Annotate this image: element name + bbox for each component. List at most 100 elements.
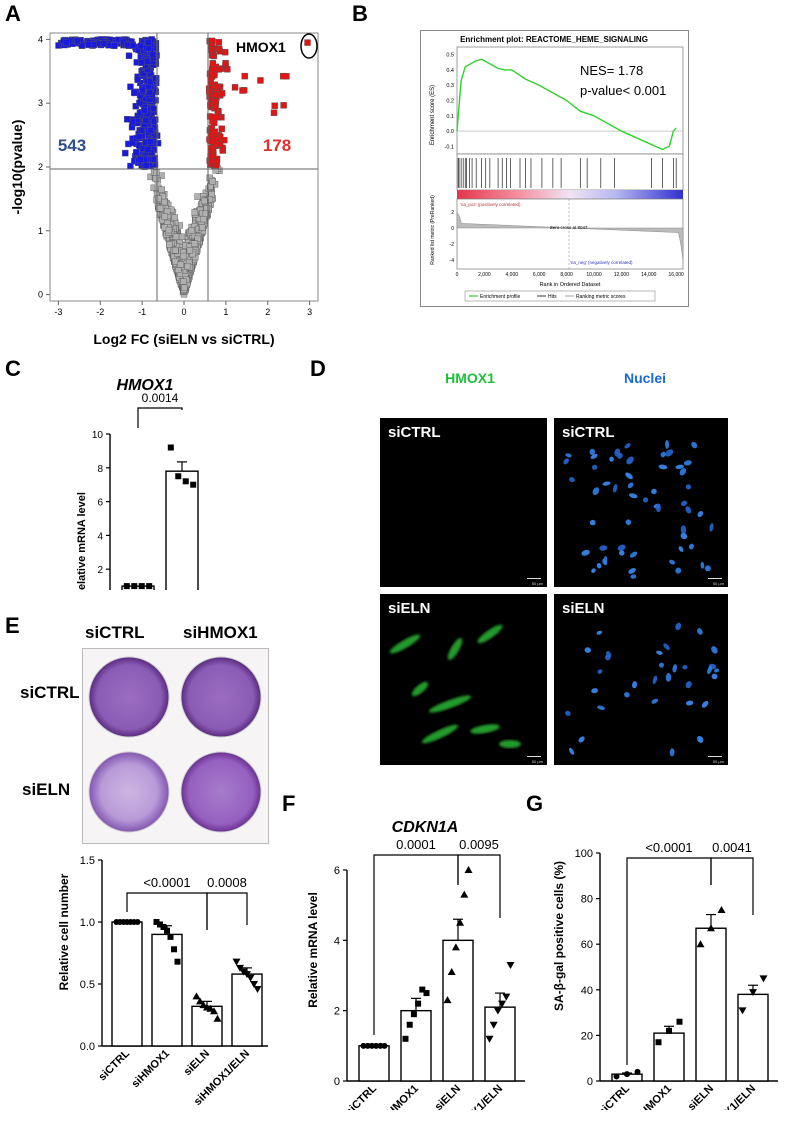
volcano-point <box>177 261 185 268</box>
y-tick-label: 10 <box>92 430 104 441</box>
volcano-point <box>136 99 143 107</box>
volcano-point <box>144 146 152 154</box>
volcano-point <box>137 156 144 163</box>
nucleus <box>672 664 677 673</box>
nucleus <box>642 497 649 503</box>
volcano-point <box>171 247 179 254</box>
data-point <box>443 996 452 1004</box>
nucleus <box>675 567 682 574</box>
volcano-point <box>135 133 143 140</box>
panel-d-label-r1c2: siCTRL <box>562 424 615 441</box>
volcano-xlabel: Log2 FC (siELN vs siCTRL) <box>93 331 274 347</box>
volcano-point <box>100 40 107 47</box>
bar <box>151 933 183 1047</box>
gsea-legend-hits: Hits <box>548 294 557 300</box>
nucleus <box>565 710 571 716</box>
data-point <box>157 921 163 928</box>
volcano-point <box>203 205 210 212</box>
volcano-ylabel: -log10(pvalue) <box>9 120 25 215</box>
p-value-label: 0.0014 <box>142 391 179 405</box>
volcano-point <box>146 89 154 96</box>
volcano-point <box>135 142 143 149</box>
nucleus <box>590 453 598 459</box>
volcano-ytick: 3 <box>38 98 43 108</box>
bar <box>400 1009 432 1082</box>
gsea-hits <box>457 158 677 188</box>
volcano-point <box>145 38 152 46</box>
significance-bracket <box>206 892 248 930</box>
p-value-label: 0.0041 <box>712 840 752 855</box>
volcano-point <box>123 41 131 49</box>
volcano-point <box>181 284 188 291</box>
nucleus <box>663 643 670 650</box>
data-point <box>246 974 255 982</box>
volcano-point <box>127 83 134 90</box>
nucleus <box>680 525 687 535</box>
nucleus <box>597 669 603 674</box>
volcano-point <box>138 126 145 134</box>
data-point <box>153 919 160 925</box>
data-point <box>213 1014 222 1022</box>
nucleus <box>589 519 596 526</box>
volcano-point <box>216 45 223 53</box>
nucleus <box>591 464 598 470</box>
nucleus <box>651 488 657 495</box>
volcano-point <box>241 72 248 80</box>
data-point <box>239 968 248 976</box>
data-point <box>717 906 726 913</box>
volcano-point <box>207 144 214 152</box>
volcano-point <box>186 247 194 254</box>
panel-g-chart: 020406080100siCTRLsiHMOX1siELNsiHMOX1/EL… <box>552 840 778 1110</box>
significance-bracket <box>137 407 183 428</box>
bar <box>231 973 263 1047</box>
panel-e-row2: siELN <box>22 780 71 799</box>
hmox1-cell <box>411 681 429 697</box>
bar <box>358 1045 390 1082</box>
panel-label-g: G <box>526 791 544 816</box>
significance-bracket <box>710 857 754 915</box>
panel-label-d: D <box>310 356 326 381</box>
bar <box>695 927 727 1082</box>
panel-g-bars: 020406080100siCTRLsiHMOX1siELNsiHMOX1/EL… <box>575 840 778 1110</box>
gsea-legend-profile: Enrichment profile <box>480 294 521 300</box>
volcano-point-hmox1 <box>304 39 311 46</box>
data-point <box>190 481 197 488</box>
bar <box>442 939 474 1082</box>
volcano-point <box>141 107 148 114</box>
nucleus <box>596 630 603 635</box>
volcano-point <box>200 215 207 223</box>
y-tick-label: 2 <box>334 1006 340 1018</box>
nucleus <box>691 441 698 449</box>
nucleus <box>675 622 682 631</box>
data-point <box>485 1035 494 1043</box>
nucleus <box>665 673 672 682</box>
p-value-label: <0.0001 <box>143 875 190 890</box>
data-point <box>749 989 757 997</box>
volcano-point <box>239 87 246 94</box>
y-tick-label: 4 <box>97 531 103 542</box>
data-point <box>250 981 258 988</box>
volcano-xtick: -2 <box>96 307 104 317</box>
panel-f-title: CDKN1A <box>392 819 459 836</box>
volcano-point <box>132 103 139 110</box>
category-label: siELN <box>182 1048 213 1079</box>
gsea-es-tick: 0.0 <box>446 129 454 135</box>
volcano-point <box>78 42 86 49</box>
panel-c-ylabel: Relative mRNA level <box>76 492 88 590</box>
nucleus <box>696 628 703 635</box>
volcano-point <box>145 45 152 52</box>
data-point <box>506 961 515 969</box>
gsea-es-tick: 0.3 <box>446 83 454 89</box>
data-point <box>655 1039 662 1046</box>
gsea-ylabel-bottom: Ranked list metric (PreRanked) <box>430 195 436 265</box>
nucleus <box>603 555 608 565</box>
data-point <box>447 967 456 975</box>
volcano-plot: -3 -2 -1 0 1 2 3 0 1 2 3 4 -log10(pvalue) Log2 FC … <box>9 32 319 347</box>
nucleus <box>599 545 608 551</box>
category-label: siHMOX1 <box>378 1083 421 1110</box>
volcano-point <box>146 78 154 85</box>
category-label: siHMOX1 <box>129 1048 172 1091</box>
data-point <box>196 997 204 1005</box>
panel-f-bars: 0246siCTRLsiHMOX1siELNsiHMOX1/ELN0.00010… <box>334 837 525 1110</box>
volcano-point <box>153 169 160 176</box>
